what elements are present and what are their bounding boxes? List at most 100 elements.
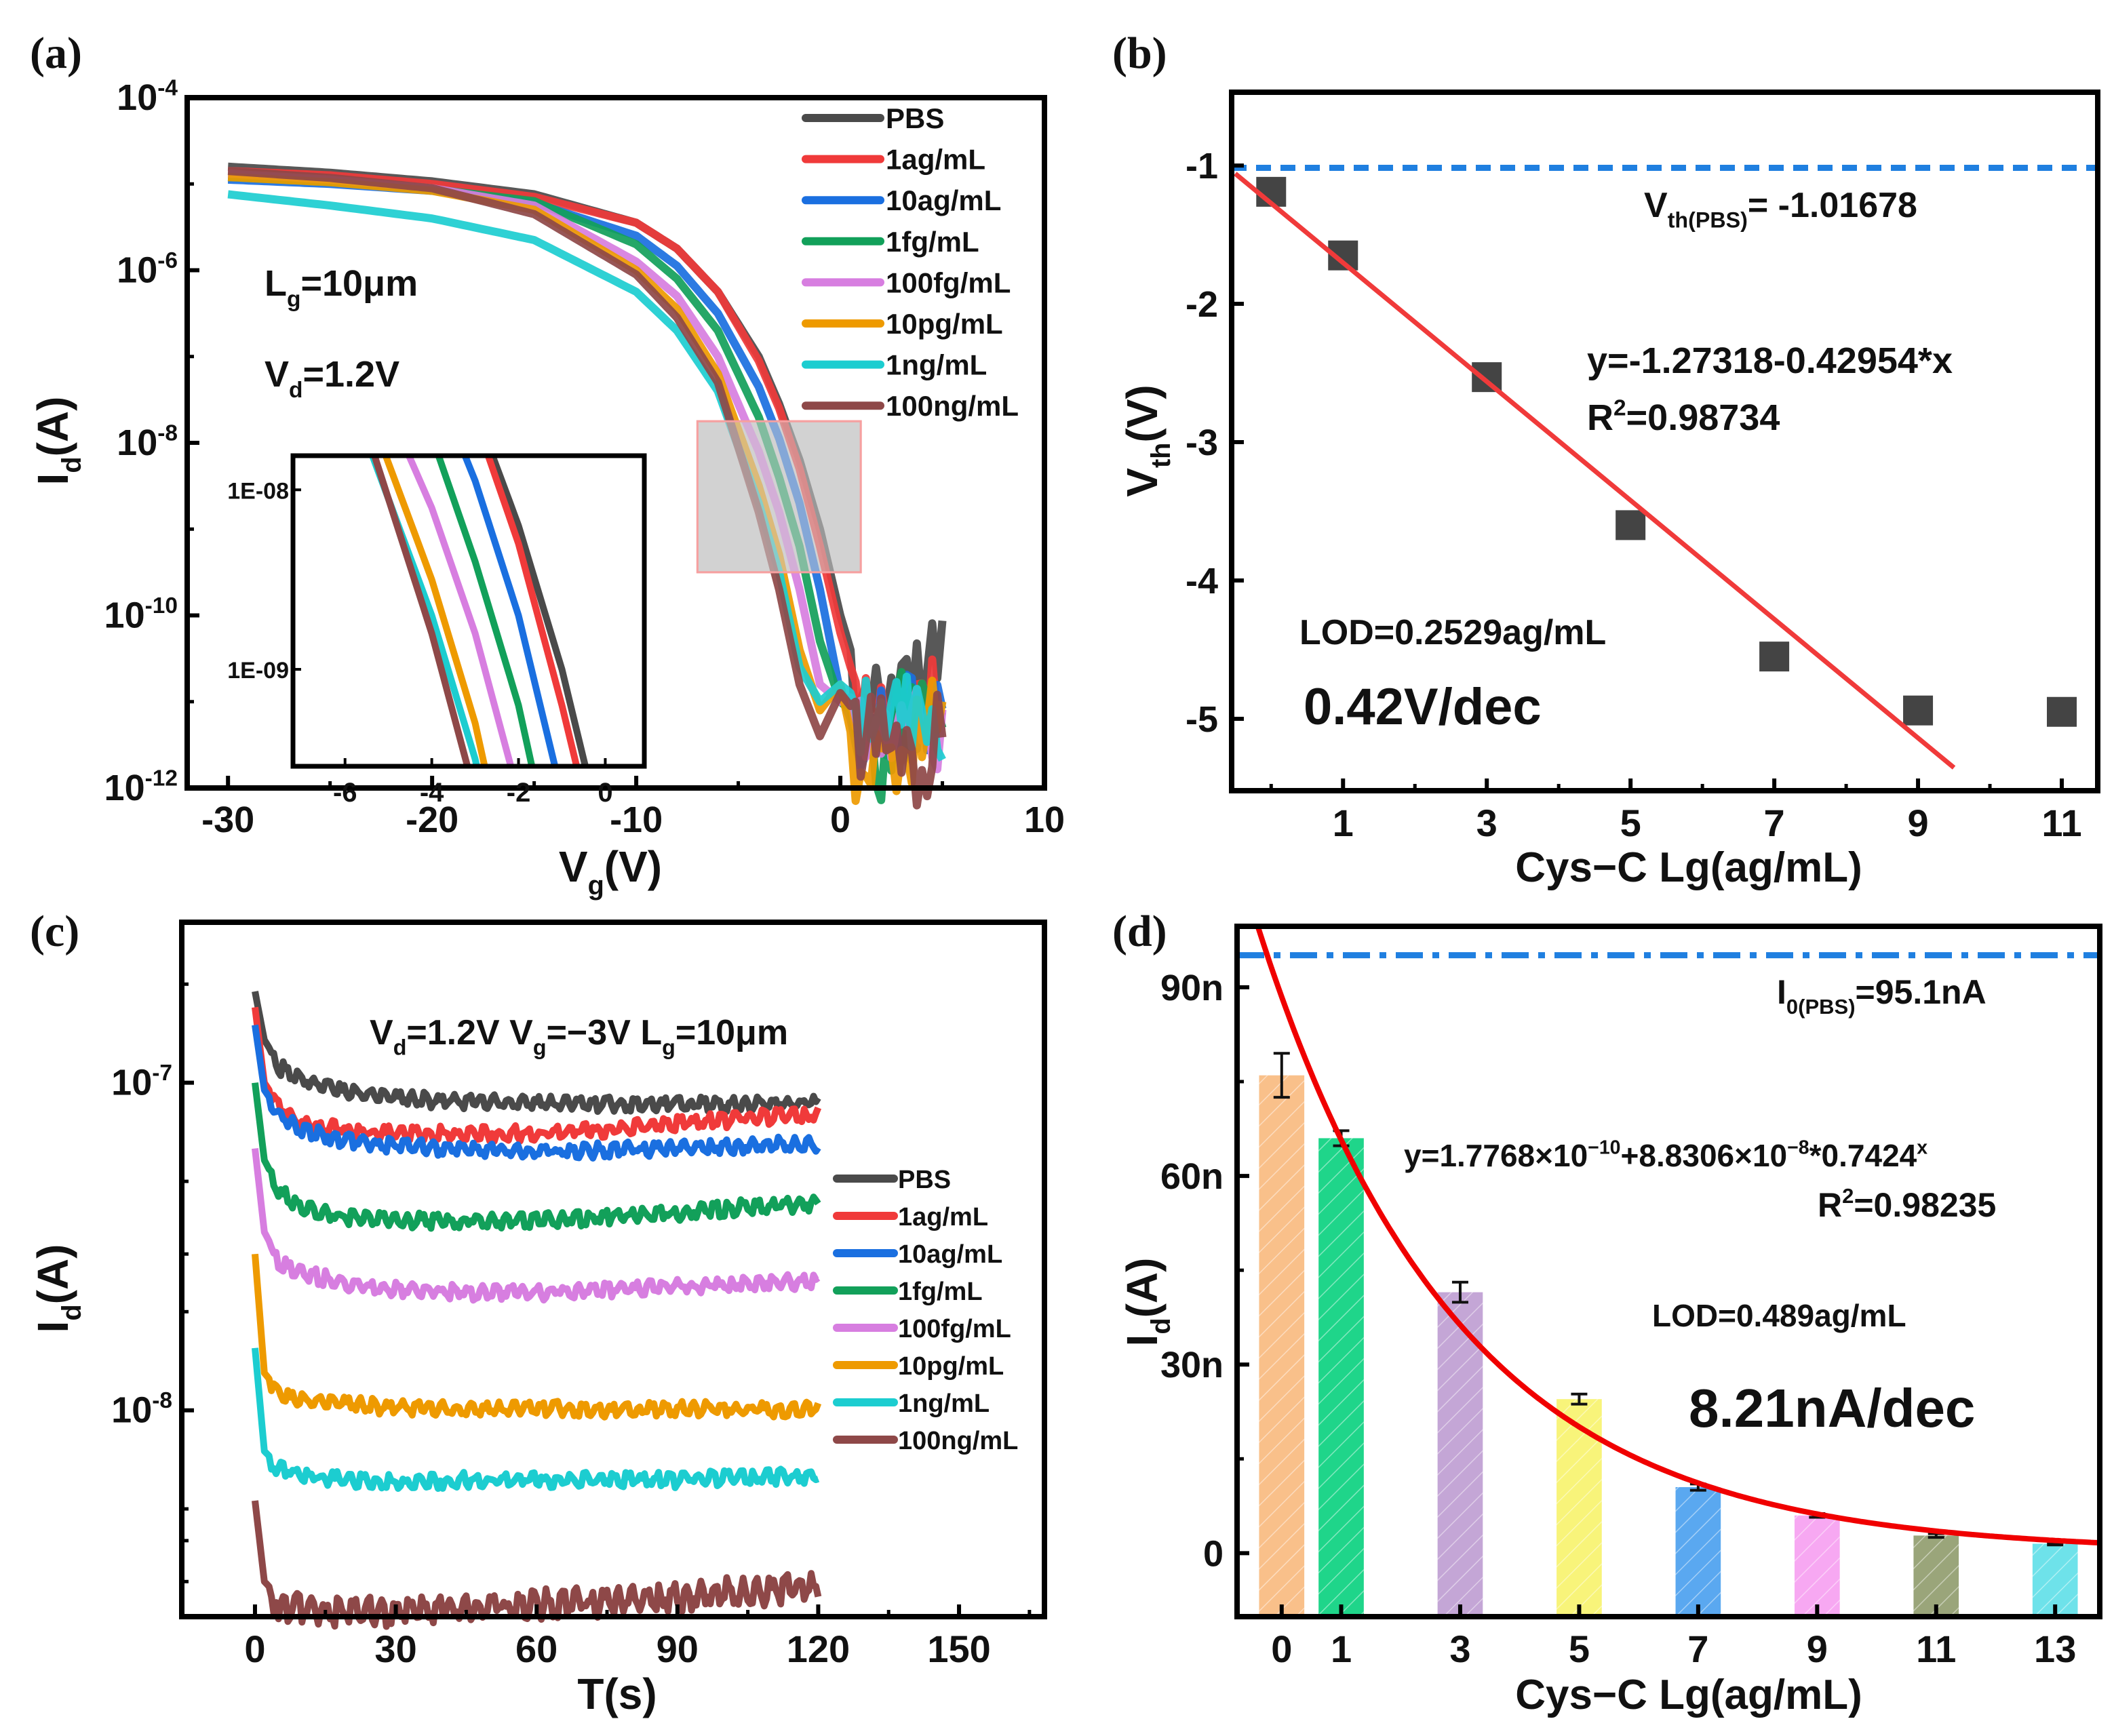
- x-tick-label: 1: [1331, 1628, 1352, 1670]
- y-tick-label: 60n: [1160, 1156, 1224, 1197]
- bar-hatch: [1675, 1487, 1721, 1617]
- text-segment: =95.1nA: [1856, 973, 1986, 1011]
- subscript: d: [57, 456, 87, 473]
- inset-x-tick-label: -4: [420, 778, 444, 808]
- y-tick-label: 10-7: [111, 1061, 172, 1103]
- text-segment: L: [265, 263, 287, 304]
- panel-label-a: (a): [30, 28, 82, 78]
- lod-annotation: LOD=0.2529ag/mL: [1299, 613, 1606, 652]
- x-tick-label: 0: [830, 800, 850, 840]
- inset-curves: [368, 456, 589, 766]
- legend-label: 100fg/mL: [898, 1315, 1011, 1343]
- inset-x-tick-label: -2: [507, 778, 531, 808]
- panel-label-d: (d): [1112, 907, 1167, 956]
- x-tick-label: 7: [1764, 802, 1785, 844]
- text-segment: =0.98734: [1626, 397, 1780, 438]
- x-tick-label: 150: [927, 1628, 990, 1670]
- y-tick-label: 0: [1203, 1533, 1224, 1574]
- text-segment: =0.98235: [1854, 1186, 1996, 1224]
- text-segment: R: [1818, 1186, 1842, 1224]
- bar-hatch: [1437, 1292, 1483, 1617]
- drain-voltage-annotation: Vd=1.2V: [265, 354, 399, 403]
- y-tick-label: -4: [1186, 561, 1218, 601]
- gate-length-annotation: Lg=10μm: [265, 263, 418, 312]
- superscript: 2: [1842, 1184, 1854, 1208]
- subscript: d: [57, 1304, 87, 1320]
- y-tick-label: 10-6: [117, 248, 178, 291]
- text-segment: 10: [104, 595, 145, 636]
- x-tick-label: 1: [1333, 802, 1354, 844]
- inset-frame: [290, 453, 647, 769]
- bar-hatch: [1913, 1535, 1959, 1617]
- x-tick-label: -20: [406, 800, 458, 840]
- text-segment: y=1.7768×10: [1404, 1138, 1588, 1173]
- inset-x-tick-label: -6: [333, 778, 357, 808]
- y-tick-label: 10-12: [104, 766, 178, 808]
- panel-label-c: (c): [30, 907, 79, 956]
- superscript: −10: [1588, 1137, 1620, 1159]
- bar-hatch: [1557, 1399, 1602, 1617]
- subscript: g: [662, 1035, 676, 1060]
- series-line-1fg/mL: [252, 1082, 821, 1232]
- legend-label: 10pg/mL: [886, 308, 1003, 340]
- r-squared: R2=0.98235: [1818, 1184, 1996, 1224]
- superscript: -6: [157, 248, 178, 273]
- text-segment: (V): [1118, 384, 1167, 442]
- subscript: g: [588, 871, 604, 901]
- plot-frame: [179, 920, 1047, 1619]
- legend-label: 1fg/mL: [898, 1278, 983, 1306]
- legend-label: 1ag/mL: [898, 1203, 988, 1231]
- superscript: −8: [1787, 1137, 1809, 1159]
- data-point: [2047, 696, 2077, 727]
- x-tick-label: 13: [2034, 1628, 2076, 1670]
- superscript: -8: [157, 420, 178, 446]
- text-segment: (A): [28, 397, 77, 457]
- r-squared: R2=0.98734: [1587, 395, 1780, 438]
- x-tick-label: 3: [1449, 1628, 1470, 1670]
- x-tick-label: 5: [1569, 1628, 1590, 1670]
- legend-label: 1fg/mL: [886, 226, 979, 258]
- superscript: x: [1917, 1137, 1927, 1159]
- text-segment: +8.8306×10: [1621, 1138, 1788, 1173]
- legend-label: 100ng/mL: [886, 390, 1019, 422]
- x-tick-label: 9: [1907, 802, 1928, 844]
- legend-label: PBS: [886, 102, 944, 134]
- text-segment: I: [1777, 973, 1786, 1011]
- text-segment: V: [1644, 186, 1668, 225]
- series-line-10ag/mL: [252, 1024, 821, 1162]
- plot-frame: [1234, 924, 2102, 1619]
- x-tick-label: 3: [1476, 802, 1498, 844]
- subscript: d: [289, 378, 302, 403]
- x-axis-title: Cys−C Lg(ag/mL): [1515, 1672, 1862, 1718]
- superscript: -12: [145, 766, 178, 791]
- inset-series-line-10pg/mL: [382, 456, 488, 766]
- text-segment: 10: [117, 250, 157, 291]
- x-tick-label: 7: [1687, 1628, 1708, 1670]
- series-line-100fg/mL: [252, 1148, 821, 1304]
- fit-equation: y=-1.27318-0.42954*x: [1587, 340, 1953, 381]
- data-point: [1759, 642, 1790, 672]
- legend-label: 10ag/mL: [898, 1240, 1002, 1269]
- superscript: -4: [157, 75, 178, 100]
- x-tick-label: 60: [515, 1628, 557, 1670]
- superscript: 2: [1613, 395, 1626, 420]
- error-bar: [1451, 1280, 1468, 1304]
- inset-series-line-PBS: [488, 456, 589, 766]
- fit-equation: y=1.7768×10−10+8.8306×10−8*0.7424x: [1404, 1137, 1927, 1173]
- series-line-1ng/mL: [252, 1347, 820, 1492]
- subscript: d: [1146, 1318, 1176, 1334]
- text-segment: V: [265, 354, 289, 395]
- text-segment: 10: [104, 768, 145, 808]
- sensitivity-annotation: 8.21nA/dec: [1689, 1378, 1975, 1438]
- bias-conditions-annotation: Vd=1.2V Vg=−3V Lg=10μm: [370, 1013, 788, 1060]
- x-tick-label: 0: [1271, 1628, 1292, 1670]
- zoom-region-overlay: [696, 420, 862, 574]
- bar-hatch: [1794, 1515, 1840, 1617]
- text-segment: I: [28, 1321, 77, 1333]
- x-tick-label: 9: [1807, 1628, 1828, 1670]
- series-line-100ng/mL: [252, 1500, 822, 1630]
- series-line-PBS: [252, 991, 821, 1116]
- text-segment: 10: [117, 422, 157, 463]
